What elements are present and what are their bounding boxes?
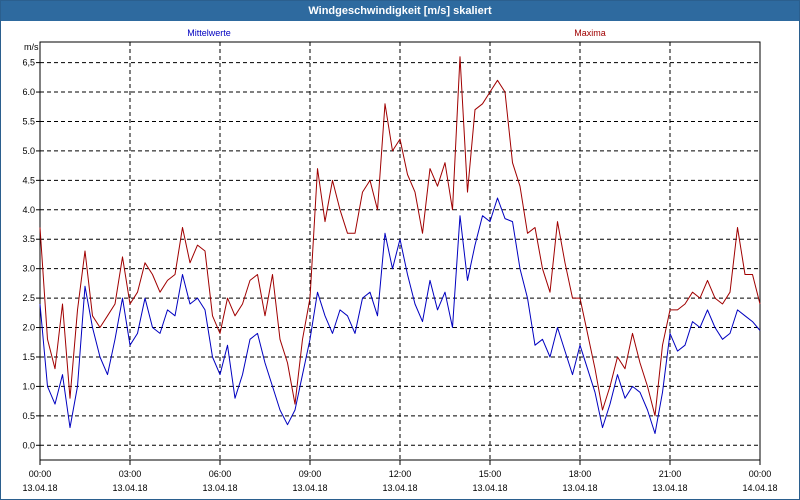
y-tick-label: 0.5	[22, 411, 35, 421]
x-tick-date: 13.04.18	[112, 483, 147, 493]
x-tick-date: 13.04.18	[472, 483, 507, 493]
y-tick-label: 1.5	[22, 352, 35, 362]
x-tick-date: 13.04.18	[22, 483, 57, 493]
legend-entry-mittelwerte: Mittelwerte	[187, 28, 231, 38]
x-tick-date: 13.04.18	[652, 483, 687, 493]
y-tick-label: 5.0	[22, 146, 35, 156]
y-tick-label: 4.0	[22, 205, 35, 215]
series-lines	[39, 56, 761, 434]
x-tick-date: 13.04.18	[382, 483, 417, 493]
wind-speed-chart: 0.0 0.5 1.0 1.5 2.0 2.5 3.0 3.5 4.0 4.5 5.0 5.5 6.0 6…	[22, 28, 778, 493]
x-axis-ticks: 00:00 13.04.18 03:00 13.04.18 06:00 13.04.18 0…	[22, 460, 778, 493]
x-tick-time: 03:00	[119, 469, 142, 479]
y-tick-label: 6,5	[22, 58, 35, 68]
y-tick-label: 2.0	[22, 323, 35, 333]
y-tick-label: 3.0	[22, 264, 35, 274]
legend-entry-maxima: Maxima	[574, 28, 606, 38]
x-tick-date: 14.04.18	[742, 483, 777, 493]
y-tick-label: 0.0	[22, 440, 35, 450]
window-title: Windgeschwindigkeit [m/s] skaliert	[1, 1, 799, 21]
x-tick-time: 09:00	[299, 469, 322, 479]
series-line-maxima	[39, 56, 761, 417]
y-tick-label: 6.0	[22, 87, 35, 97]
y-tick-label: 1.0	[22, 381, 35, 391]
x-tick-time: 21:00	[659, 469, 682, 479]
x-tick-time: 12:00	[389, 469, 412, 479]
x-tick-time: 00:00	[749, 469, 772, 479]
x-tick-time: 18:00	[569, 469, 592, 479]
series-line-mittelwerte	[39, 197, 761, 434]
x-tick-time: 06:00	[209, 469, 232, 479]
y-tick-label: 2.5	[22, 293, 35, 303]
x-tick-date: 13.04.18	[202, 483, 237, 493]
y-tick-label: 3.5	[22, 234, 35, 244]
x-tick-date: 13.04.18	[562, 483, 597, 493]
y-tick-label: 5.5	[22, 116, 35, 126]
y-axis-label: m/s	[24, 42, 39, 52]
x-tick-date: 13.04.18	[292, 483, 327, 493]
y-axis-ticks: 0.0 0.5 1.0 1.5 2.0 2.5 3.0 3.5 4.0 4.5 5.0 5.5 6.0 6…	[22, 58, 40, 450]
x-tick-time: 15:00	[479, 469, 502, 479]
y-tick-label: 4.5	[22, 175, 35, 185]
plot-area	[39, 41, 761, 461]
x-tick-time: 00:00	[29, 469, 52, 479]
